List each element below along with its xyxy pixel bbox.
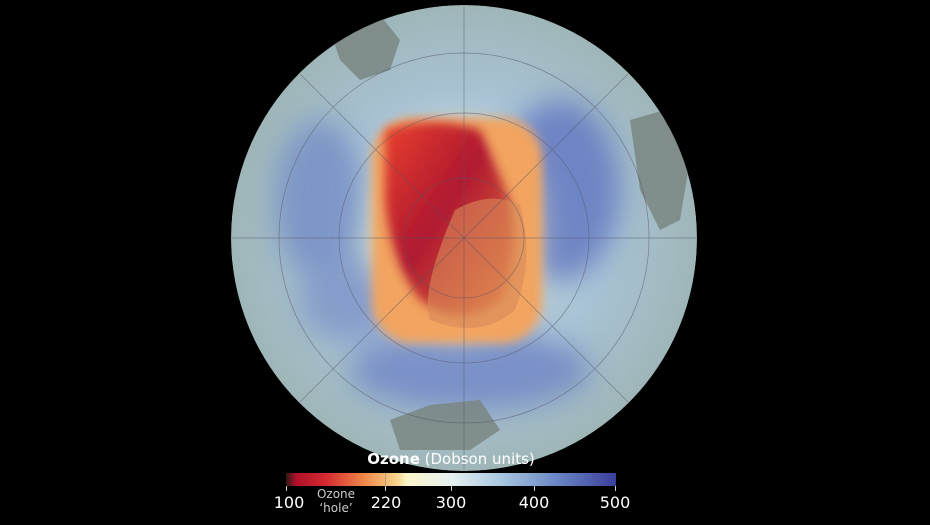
legend-title-units: (Dobson units) xyxy=(419,450,535,468)
tick-label-100: 100 xyxy=(273,493,305,512)
tick-mark xyxy=(286,486,287,491)
tick-mark xyxy=(534,486,535,491)
hole-label-line2: ‘hole’ xyxy=(319,501,353,515)
hole-threshold-line xyxy=(385,473,386,486)
tick-label-300: 300 xyxy=(435,493,467,512)
tick-label-500: 500 xyxy=(599,493,631,512)
tick-mark xyxy=(615,486,616,491)
legend-title: Ozone (Dobson units) xyxy=(286,450,616,468)
colorbar xyxy=(286,473,616,486)
ozone-hole-label: Ozone ‘hole’ xyxy=(317,487,355,515)
graticule xyxy=(231,5,697,471)
antarctica xyxy=(427,198,527,328)
tick-mark xyxy=(385,486,386,491)
tick-label-400: 400 xyxy=(518,493,550,512)
tick-mark xyxy=(451,486,452,491)
hole-label-line1: Ozone xyxy=(316,487,356,501)
legend-title-bold: Ozone xyxy=(367,450,420,468)
tick-label-220: 220 xyxy=(370,493,402,512)
